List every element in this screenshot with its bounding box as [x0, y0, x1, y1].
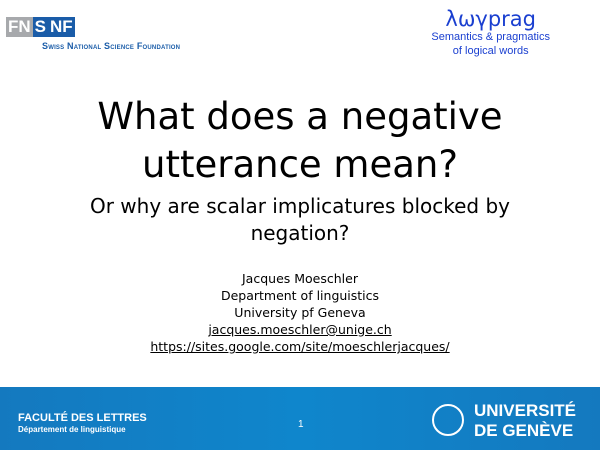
logo-nf: NF — [48, 17, 75, 37]
faculty-name: FACULTÉ DES LETTRES — [18, 412, 147, 424]
university-logo: UNIVERSITÉ DE GENÈVE — [474, 401, 576, 441]
slide-subtitle: Or why are scalar implicatures blocked b… — [89, 194, 511, 245]
page-number: 1 — [298, 419, 304, 430]
project-logo: λωγprag Semantics & pragmatics of logica… — [431, 8, 550, 58]
uni-line-1: UNIVERSITÉ — [474, 401, 577, 420]
footer-bar: FACULTÉ DES LETTRES Département de lingu… — [0, 387, 600, 450]
department-name: Département de linguistique — [18, 425, 126, 434]
project-title: λωγprag — [445, 7, 536, 31]
author-department: Department of linguistics — [220, 288, 380, 303]
author-name: Jacques Moeschler — [242, 271, 358, 286]
fnsnf-logo: FN S NF — [6, 17, 75, 37]
author-university: University pf Geneva — [234, 305, 366, 320]
title-line-2: utterance mean? — [142, 143, 458, 186]
logo-fn: FN — [6, 17, 33, 37]
website-link[interactable]: https://sites.google.com/site/moeschlerj… — [150, 339, 450, 354]
snsf-name: Swiss National Science Foundation — [42, 41, 181, 51]
author-block: Jacques Moeschler Department of linguist… — [0, 270, 600, 355]
faculty-block: FACULTÉ DES LETTRES Département de lingu… — [18, 412, 147, 434]
university-seal-icon — [432, 404, 464, 436]
slide-title: What does a negative utterance mean? — [0, 93, 600, 189]
email-link[interactable]: jacques.moeschler@unige.ch — [208, 322, 392, 337]
title-line-1: What does a negative — [97, 95, 503, 138]
project-subtitle-1: Semantics & pragmatics — [431, 31, 550, 43]
project-subtitle-2: of logical words — [452, 45, 529, 57]
logo-s: S — [32, 17, 49, 37]
uni-line-2: DE GENÈVE — [474, 421, 574, 440]
